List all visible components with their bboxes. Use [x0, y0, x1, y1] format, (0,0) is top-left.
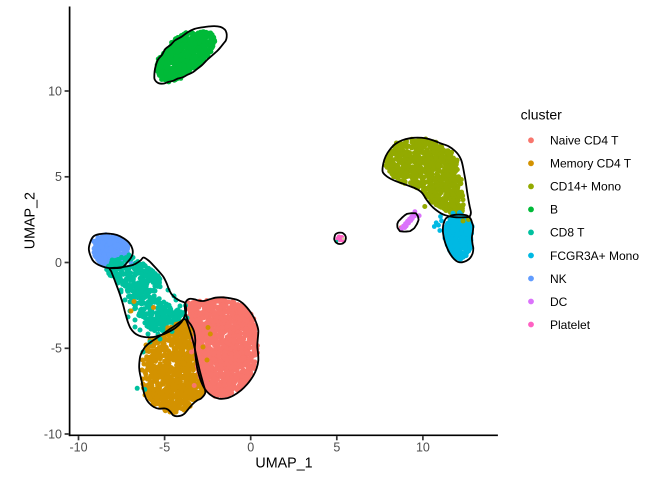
svg-text:-10: -10 [44, 427, 62, 441]
svg-text:-5: -5 [51, 342, 62, 356]
svg-text:cluster: cluster [521, 106, 563, 122]
svg-text:5: 5 [333, 440, 340, 454]
svg-text:CD14+ Mono: CD14+ Mono [550, 180, 621, 194]
svg-text:0: 0 [247, 440, 254, 454]
svg-text:UMAP_1: UMAP_1 [255, 456, 312, 472]
svg-text:Memory CD4 T: Memory CD4 T [550, 157, 632, 171]
svg-text:B: B [550, 203, 558, 217]
svg-text:UMAP_2: UMAP_2 [23, 192, 39, 249]
svg-text:Platelet: Platelet [550, 318, 591, 332]
svg-text:-10: -10 [69, 440, 87, 454]
svg-text:DC: DC [550, 295, 568, 309]
svg-text:10: 10 [416, 440, 430, 454]
svg-text:5: 5 [55, 170, 62, 184]
svg-text:-5: -5 [159, 440, 170, 454]
svg-text:10: 10 [48, 84, 62, 98]
svg-text:0: 0 [55, 256, 62, 270]
svg-text:FCGR3A+ Mono: FCGR3A+ Mono [550, 249, 639, 263]
svg-text:NK: NK [550, 272, 567, 286]
svg-text:CD8 T: CD8 T [550, 226, 585, 240]
svg-text:Naive CD4 T: Naive CD4 T [550, 134, 619, 148]
